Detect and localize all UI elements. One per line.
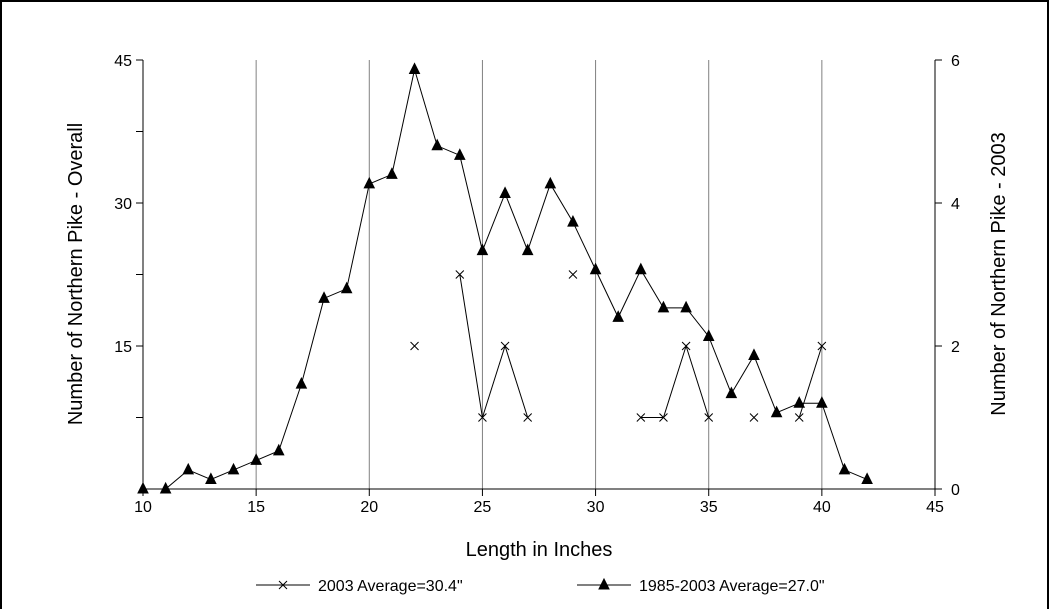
point-2003-39 <box>794 413 804 422</box>
y-left-tick-label-15: 15 <box>114 339 132 356</box>
point-1985-2003-19 <box>340 281 353 294</box>
y-axis-title-right: Number of Northern Pike - 2003 <box>988 132 1010 415</box>
point-1985-2003-22 <box>408 62 421 75</box>
series <box>137 62 873 494</box>
point-1985-2003-34 <box>680 300 692 313</box>
point-1985-2003-15 <box>250 453 262 465</box>
point-2003-22 <box>410 341 419 351</box>
x-axis-title: Length in Inches <box>466 539 613 561</box>
point-1985-2003-37 <box>748 348 760 361</box>
legend-marker-1985-2003 <box>598 577 610 590</box>
legend-item-2003: 2003 Average=30.4" <box>256 578 463 595</box>
point-1985-2003-12 <box>182 462 195 475</box>
point-1985-2003-27 <box>521 243 534 256</box>
vertical-gridlines <box>255 60 823 489</box>
point-1985-2003-42 <box>861 472 873 484</box>
point-1985-2003-36 <box>725 386 738 399</box>
point-1985-2003-26 <box>499 186 511 198</box>
series-1985-2003-line <box>143 69 868 490</box>
point-1985-2003-39 <box>793 396 806 408</box>
point-1985-2003-20 <box>363 176 376 189</box>
point-2003-29 <box>568 270 578 279</box>
point-1985-2003-16 <box>272 443 285 456</box>
point-1985-2003-30 <box>589 262 602 275</box>
series-2003-segment-1 <box>459 274 529 418</box>
legend-label-1985-2003: 1985-2003 Average=27.0" <box>639 578 825 595</box>
point-1985-2003-32 <box>635 262 647 275</box>
point-1985-2003-25 <box>476 243 489 256</box>
point-1985-2003-31 <box>612 310 625 322</box>
axes <box>136 59 942 496</box>
point-1985-2003-17 <box>295 377 308 389</box>
point-1985-2003-41 <box>838 462 851 475</box>
point-1985-2003-35 <box>702 329 715 341</box>
point-2003-27 <box>523 413 533 422</box>
series-2003 <box>410 270 827 422</box>
x-tick-label-25: 25 <box>474 499 492 516</box>
x-tick-label-10: 10 <box>134 499 152 516</box>
y-right-tick-label-4: 4 <box>951 196 960 213</box>
point-2003-24 <box>455 270 465 279</box>
x-tick-label-35: 35 <box>700 499 718 516</box>
x-tick-label-40: 40 <box>813 499 831 516</box>
point-1985-2003-18 <box>318 291 330 303</box>
point-2003-35 <box>704 413 714 422</box>
y-right-tick-label-0: 0 <box>951 482 960 499</box>
point-1985-2003-14 <box>227 462 240 475</box>
series-1985-2003 <box>137 62 873 494</box>
point-2003-33 <box>659 413 668 422</box>
point-1985-2003-38 <box>770 405 783 418</box>
point-1985-2003-24 <box>453 148 466 160</box>
point-2003-37 <box>749 413 759 422</box>
point-1985-2003-40 <box>816 396 828 408</box>
point-1985-2003-11 <box>159 481 172 494</box>
point-1985-2003-23 <box>431 138 443 151</box>
y-right-tick-label-6: 6 <box>951 53 960 70</box>
tick-labels: 10 15 20 25 30 35 40 45 15 30 45 0 2 4 6 <box>114 53 960 516</box>
y-right-tick-label-2: 2 <box>951 339 960 356</box>
point-2003-32 <box>636 413 646 422</box>
point-1985-2003-10 <box>137 481 149 494</box>
series-2003-segment-3 <box>640 344 710 418</box>
point-1985-2003-21 <box>386 167 398 179</box>
x-tick-label-45: 45 <box>926 499 944 516</box>
y-left-tick-label-30: 30 <box>114 196 132 213</box>
point-2003-26 <box>500 341 510 351</box>
point-1985-2003-29 <box>567 214 579 227</box>
y-left-tick-label-45: 45 <box>114 53 132 70</box>
point-1985-2003-28 <box>544 176 557 189</box>
point-1985-2003-13 <box>205 472 217 484</box>
series-2003-segment-5 <box>798 345 823 418</box>
point-2003-25 <box>478 413 487 422</box>
y-axis-title-left: Number of Northern Pike - Overall <box>65 123 87 425</box>
point-1985-2003-33 <box>657 300 670 313</box>
point-2003-34 <box>681 341 691 351</box>
legend: 2003 Average=30.4" 1985-2003 Average=27.… <box>256 577 825 595</box>
point-2003-40 <box>817 341 827 351</box>
legend-label-2003: 2003 Average=30.4" <box>318 578 463 595</box>
x-tick-label-20: 20 <box>360 499 378 516</box>
legend-marker-2003 <box>278 580 288 590</box>
x-tick-label-30: 30 <box>587 499 605 516</box>
legend-item-1985-2003: 1985-2003 Average=27.0" <box>577 577 825 595</box>
x-tick-label-15: 15 <box>247 499 265 516</box>
